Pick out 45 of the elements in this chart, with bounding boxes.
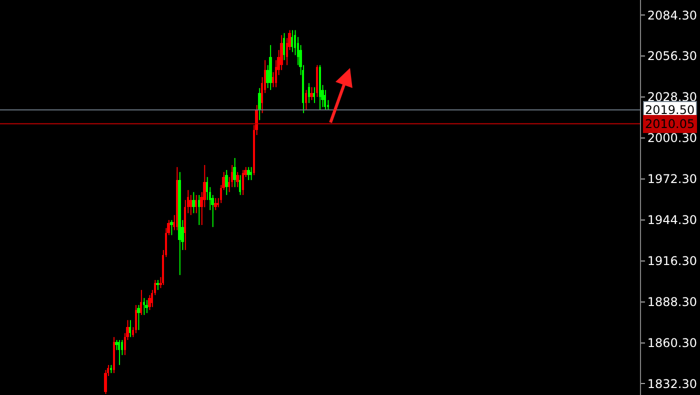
ref-line-label: 2010.05 — [645, 117, 695, 131]
candlestick — [195, 194, 197, 214]
candlestick — [192, 192, 195, 214]
candlestick — [129, 320, 131, 338]
candlestick — [280, 34, 283, 71]
candlestick — [137, 304, 140, 331]
candlestick — [239, 174, 241, 196]
y-tick-label: 2084.30 — [647, 8, 698, 22]
candlestick — [310, 86, 313, 101]
candlestick — [250, 166, 252, 181]
candlestick — [135, 304, 137, 334]
y-tick-label: 1888.30 — [647, 295, 698, 310]
candlestick — [198, 194, 200, 226]
candlestick — [118, 339, 120, 366]
candlestick — [104, 369, 107, 394]
y-tick-label: 1972.30 — [647, 172, 698, 186]
candlestick — [143, 298, 145, 316]
y-tick-label: 1860.30 — [647, 336, 698, 350]
candlestick — [170, 220, 173, 236]
candlestick — [258, 88, 261, 121]
candlestick — [156, 280, 159, 290]
candlestick — [247, 166, 250, 181]
candlestick — [313, 86, 316, 104]
y-tick-label: 2028.30 — [647, 90, 698, 104]
candlestick — [236, 172, 239, 188]
candlestick — [214, 198, 217, 211]
candlestick — [231, 164, 233, 188]
ref-line-label: 2019.50 — [645, 103, 695, 117]
y-tick-label: 1916.30 — [647, 254, 698, 268]
candlestick — [145, 300, 148, 314]
candlestick — [242, 170, 244, 196]
candlestick — [189, 194, 192, 216]
candlestick — [233, 158, 236, 188]
y-tick-label: 2000.30 — [647, 131, 698, 146]
candlestick — [305, 89, 307, 111]
y-tick-label: 2056.30 — [647, 49, 698, 64]
candlestick — [324, 89, 326, 111]
candlestick — [225, 170, 228, 196]
candlestick — [283, 32, 285, 61]
candlestick — [308, 82, 310, 104]
y-tick-label: 1832.30 — [647, 376, 698, 391]
candlestick — [115, 339, 118, 351]
candlestick — [291, 30, 294, 53]
candlestick — [140, 289, 142, 316]
y-tick-label: 1944.30 — [647, 213, 698, 228]
